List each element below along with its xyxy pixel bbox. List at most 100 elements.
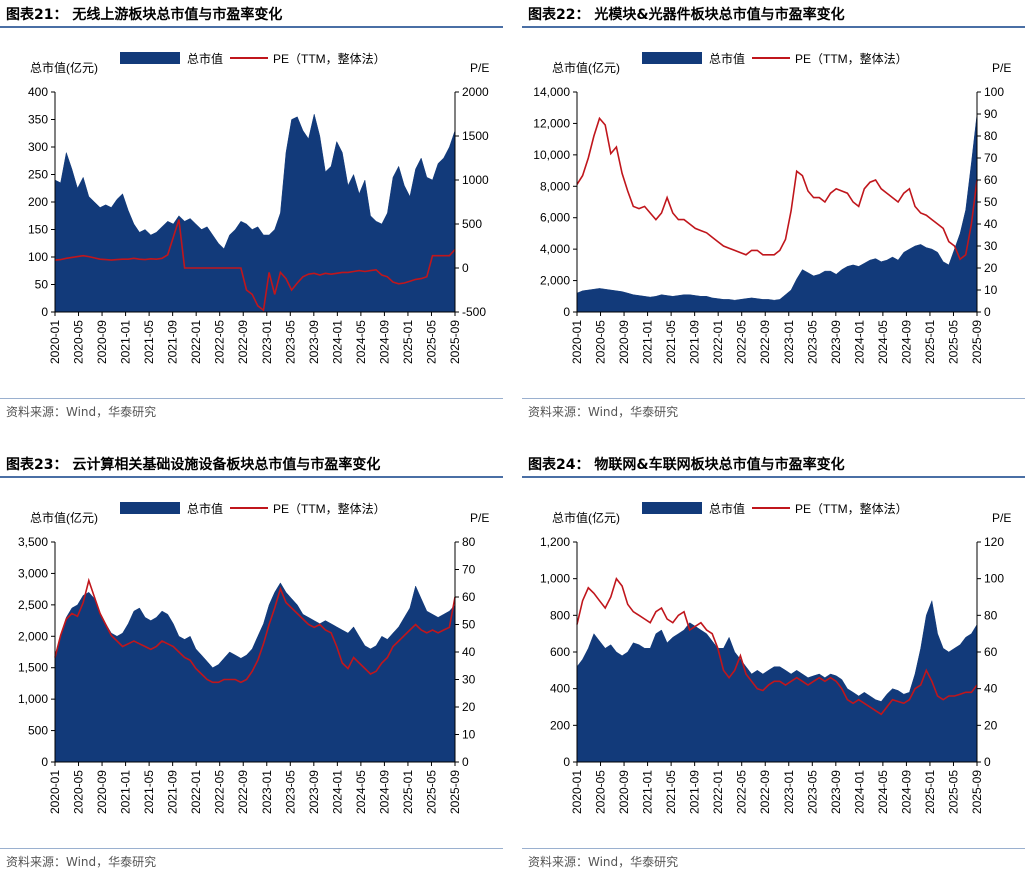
right-tick-label: 0 bbox=[984, 305, 991, 319]
x-tick-label: 2022-01 bbox=[189, 320, 203, 364]
series-pe-line bbox=[576, 576, 978, 716]
right-tick-label: 2000 bbox=[462, 85, 489, 99]
panel-21: 图表21： 无线上游板块总市值与市盈率变化 总市值(亿元) P/E 总市值 PE（TT… bbox=[0, 0, 510, 430]
source-divider bbox=[522, 848, 1025, 849]
x-tick-label: 2024-05 bbox=[354, 320, 368, 364]
x-tick-label: 2024-01 bbox=[330, 770, 344, 814]
title-divider bbox=[522, 476, 1025, 478]
legend-label-market-cap: 总市值 bbox=[187, 501, 223, 516]
source-divider bbox=[0, 848, 503, 849]
left-tick-label: 300 bbox=[28, 140, 48, 154]
right-tick-label: 40 bbox=[462, 645, 476, 659]
left-tick-label: 10,000 bbox=[533, 148, 570, 162]
x-tick-label: 2020-01 bbox=[570, 320, 584, 364]
x-tick-label: 2021-09 bbox=[688, 320, 702, 364]
right-tick-label: 120 bbox=[984, 535, 1004, 549]
right-axis-title: P/E bbox=[470, 61, 489, 75]
right-tick-label: 60 bbox=[984, 173, 998, 187]
x-tick-label: 2022-05 bbox=[213, 770, 227, 814]
left-tick-label: 3,500 bbox=[18, 535, 48, 549]
left-tick-label: 2,000 bbox=[540, 274, 570, 288]
x-tick-label: 2024-05 bbox=[876, 770, 890, 814]
left-tick-label: 0 bbox=[563, 305, 570, 319]
right-tick-label: 20 bbox=[984, 718, 998, 732]
x-tick-label: 2024-01 bbox=[852, 320, 866, 364]
right-tick-label: 60 bbox=[462, 590, 476, 604]
panel-title: 图表24： 物联网&车联网板块总市值与市盈率变化 bbox=[528, 457, 845, 473]
right-tick-label: 0 bbox=[984, 755, 991, 769]
legend-label-pe: PE（TTM，整体法） bbox=[273, 51, 386, 66]
x-tick-label: 2023-01 bbox=[782, 770, 796, 814]
right-tick-label: 80 bbox=[984, 608, 998, 622]
legend-swatch-market-cap bbox=[120, 52, 180, 64]
left-tick-label: 400 bbox=[28, 85, 48, 99]
chart-22: 总市值(亿元) P/E 总市值 PE（TTM，整体法） 0 2,000 4,000 6,000… bbox=[533, 51, 1011, 364]
x-tick-label: 2021-01 bbox=[119, 320, 133, 364]
x-tick-label: 2022-05 bbox=[213, 320, 227, 364]
left-tick-label: 2,000 bbox=[18, 629, 48, 643]
right-tick-label: 20 bbox=[984, 261, 998, 275]
x-tick-label: 2024-05 bbox=[354, 770, 368, 814]
legend-label-pe: PE（TTM，整体法） bbox=[273, 501, 386, 516]
source-divider bbox=[0, 398, 503, 399]
right-tick-label: 10 bbox=[984, 283, 998, 297]
left-tick-label: 100 bbox=[28, 250, 48, 264]
left-tick-label: 8,000 bbox=[540, 179, 570, 193]
x-tick-label: 2025-05 bbox=[424, 320, 438, 364]
x-tick-label: 2021-05 bbox=[142, 320, 156, 364]
x-tick-label: 2023-01 bbox=[260, 320, 274, 364]
x-tick-label: 2020-09 bbox=[617, 770, 631, 814]
x-tick-label: 2023-05 bbox=[805, 320, 819, 364]
left-tick-label: 50 bbox=[35, 278, 49, 292]
x-tick-label: 2024-09 bbox=[899, 320, 913, 364]
x-tick-label: 2020-05 bbox=[72, 770, 86, 814]
series-market-cap-area bbox=[54, 113, 456, 313]
x-tick-label: 2023-09 bbox=[307, 770, 321, 814]
x-tick-label: 2022-01 bbox=[711, 770, 725, 814]
source-note: 资料来源：Wind，华泰研究 bbox=[528, 855, 679, 869]
x-tick-label: 2021-09 bbox=[166, 770, 180, 814]
source-note: 资料来源：Wind，华泰研究 bbox=[528, 405, 679, 419]
left-tick-label: 2,500 bbox=[18, 598, 48, 612]
left-tick-label: 400 bbox=[550, 682, 570, 696]
left-tick-label: 3,000 bbox=[18, 566, 48, 580]
x-tick-label: 2022-01 bbox=[189, 770, 203, 814]
x-tick-label: 2023-09 bbox=[829, 320, 843, 364]
x-tick-label: 2023-01 bbox=[782, 320, 796, 364]
left-tick-label: 1,000 bbox=[18, 692, 48, 706]
left-tick-label: 350 bbox=[28, 113, 48, 127]
legend-label-market-cap: 总市值 bbox=[187, 51, 223, 66]
x-tick-label: 2022-09 bbox=[236, 320, 250, 364]
source-note: 资料来源：Wind，华泰研究 bbox=[6, 855, 157, 869]
x-tick-label: 2022-09 bbox=[758, 770, 772, 814]
panel-22: 图表22： 光模块&光器件板块总市值与市盈率变化 总市值(亿元) P/E 总市值 PE… bbox=[522, 0, 1031, 430]
legend-swatch-market-cap bbox=[642, 52, 702, 64]
series-pe-line bbox=[54, 577, 456, 684]
right-tick-label: 100 bbox=[984, 572, 1004, 586]
left-tick-label: 1,500 bbox=[18, 661, 48, 675]
x-tick-label: 2021-05 bbox=[142, 770, 156, 814]
legend-label-market-cap: 总市值 bbox=[709, 501, 745, 516]
x-tick-label: 2025-09 bbox=[448, 320, 462, 364]
source-note: 资料来源：Wind，华泰研究 bbox=[6, 405, 157, 419]
left-tick-label: 6,000 bbox=[540, 211, 570, 225]
x-tick-label: 2023-05 bbox=[805, 770, 819, 814]
legend-swatch-market-cap bbox=[120, 502, 180, 514]
series-pe-line bbox=[54, 219, 456, 312]
right-tick-label: 40 bbox=[984, 682, 998, 696]
x-tick-label: 2025-01 bbox=[401, 770, 415, 814]
panel-title: 图表22： 光模块&光器件板块总市值与市盈率变化 bbox=[528, 7, 845, 23]
title-divider bbox=[0, 476, 503, 478]
right-tick-label: 20 bbox=[462, 700, 476, 714]
left-tick-label: 0 bbox=[41, 305, 48, 319]
left-tick-label: 800 bbox=[550, 608, 570, 622]
left-tick-label: 250 bbox=[28, 168, 48, 182]
x-tick-label: 2022-09 bbox=[236, 770, 250, 814]
x-tick-label: 2025-09 bbox=[448, 770, 462, 814]
left-tick-label: 12,000 bbox=[533, 116, 570, 130]
x-tick-label: 2023-01 bbox=[260, 770, 274, 814]
left-tick-label: 600 bbox=[550, 645, 570, 659]
right-tick-label: 60 bbox=[984, 645, 998, 659]
x-tick-label: 2020-09 bbox=[95, 320, 109, 364]
